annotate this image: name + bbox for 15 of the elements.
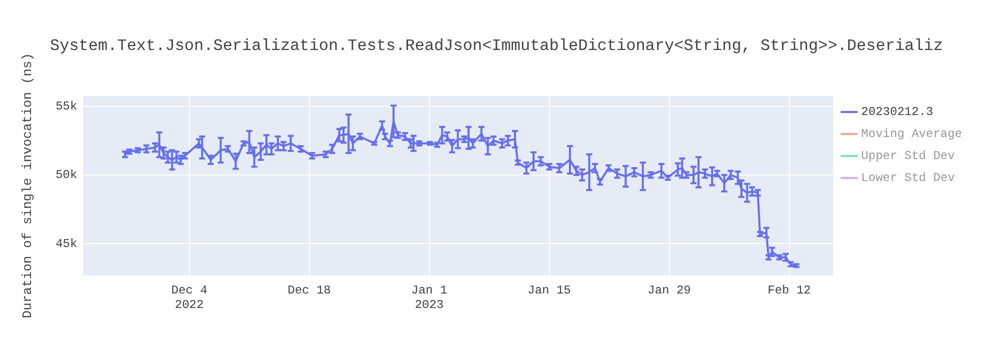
x-tick-label: Jan 15 [528, 284, 571, 298]
chart-title: System.Text.Json.Serialization.Tests.ReadJson<ImmutableDictionary<String, String>>.Deserializ [50, 37, 943, 56]
x-tick-label: Feb 12 [768, 284, 811, 298]
legend-label: 20230212.3 [861, 105, 934, 120]
y-tick-label: 45k [56, 236, 78, 251]
y-tick-label: 55k [56, 99, 78, 114]
legend-label: Moving Average [861, 127, 962, 142]
x-tick-label: Jan 29 [648, 284, 691, 298]
legend-label: Lower Std Dev [861, 171, 955, 186]
legend-label: Upper Std Dev [861, 149, 955, 164]
x-tick-label: Dec 18 [288, 284, 331, 298]
y-axis-title: Duration of single invocation (ns) [20, 52, 36, 318]
y-tick-label: 50k [56, 168, 78, 182]
x-tick-label: Dec 4 2022 [171, 284, 208, 312]
x-tick-label: Jan 1 2023 [411, 284, 448, 312]
